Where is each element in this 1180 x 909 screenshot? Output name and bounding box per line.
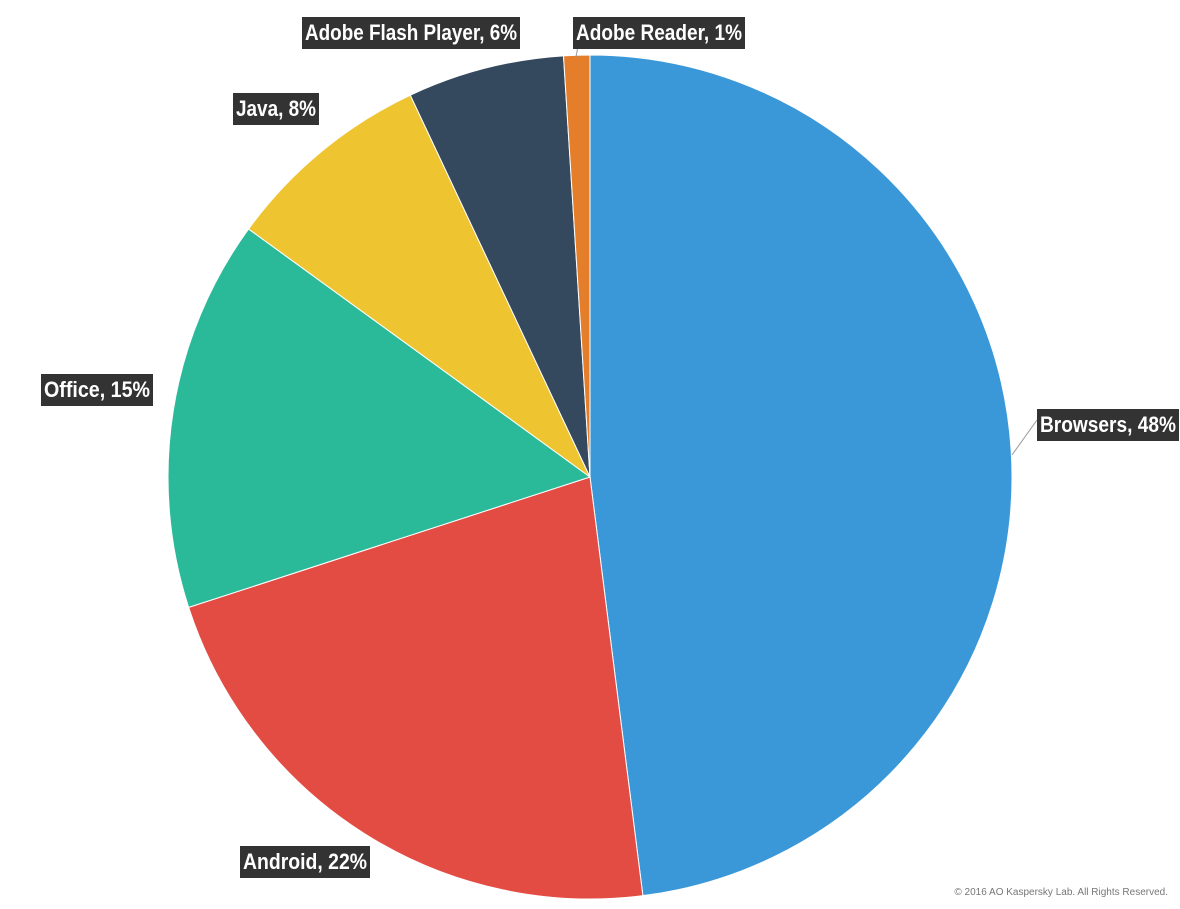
pie-slice xyxy=(188,476,644,900)
data-label-bg xyxy=(1037,409,1179,441)
data-label-bg xyxy=(233,93,319,125)
data-label: Adobe Reader, 1% xyxy=(576,20,742,45)
data-label: Java, 8% xyxy=(236,96,316,121)
data-label: Office, 15% xyxy=(44,377,150,402)
data-label: Browsers, 48% xyxy=(1040,412,1176,437)
data-label: Adobe Flash Player, 6% xyxy=(305,20,517,45)
data-label-bg xyxy=(41,374,153,406)
pie-slice xyxy=(589,54,1013,897)
pie-slice xyxy=(167,228,592,609)
data-label-bg xyxy=(573,17,745,49)
pie-slice xyxy=(247,94,591,478)
data-label: Android, 22% xyxy=(243,849,367,874)
leader-line xyxy=(1011,419,1038,456)
pie-slice xyxy=(409,55,591,478)
data-label-bg xyxy=(302,17,520,49)
credit: © 2016 AO Kaspersky Lab. All Rights Rese… xyxy=(954,887,1168,898)
data-label-bg xyxy=(240,846,370,878)
